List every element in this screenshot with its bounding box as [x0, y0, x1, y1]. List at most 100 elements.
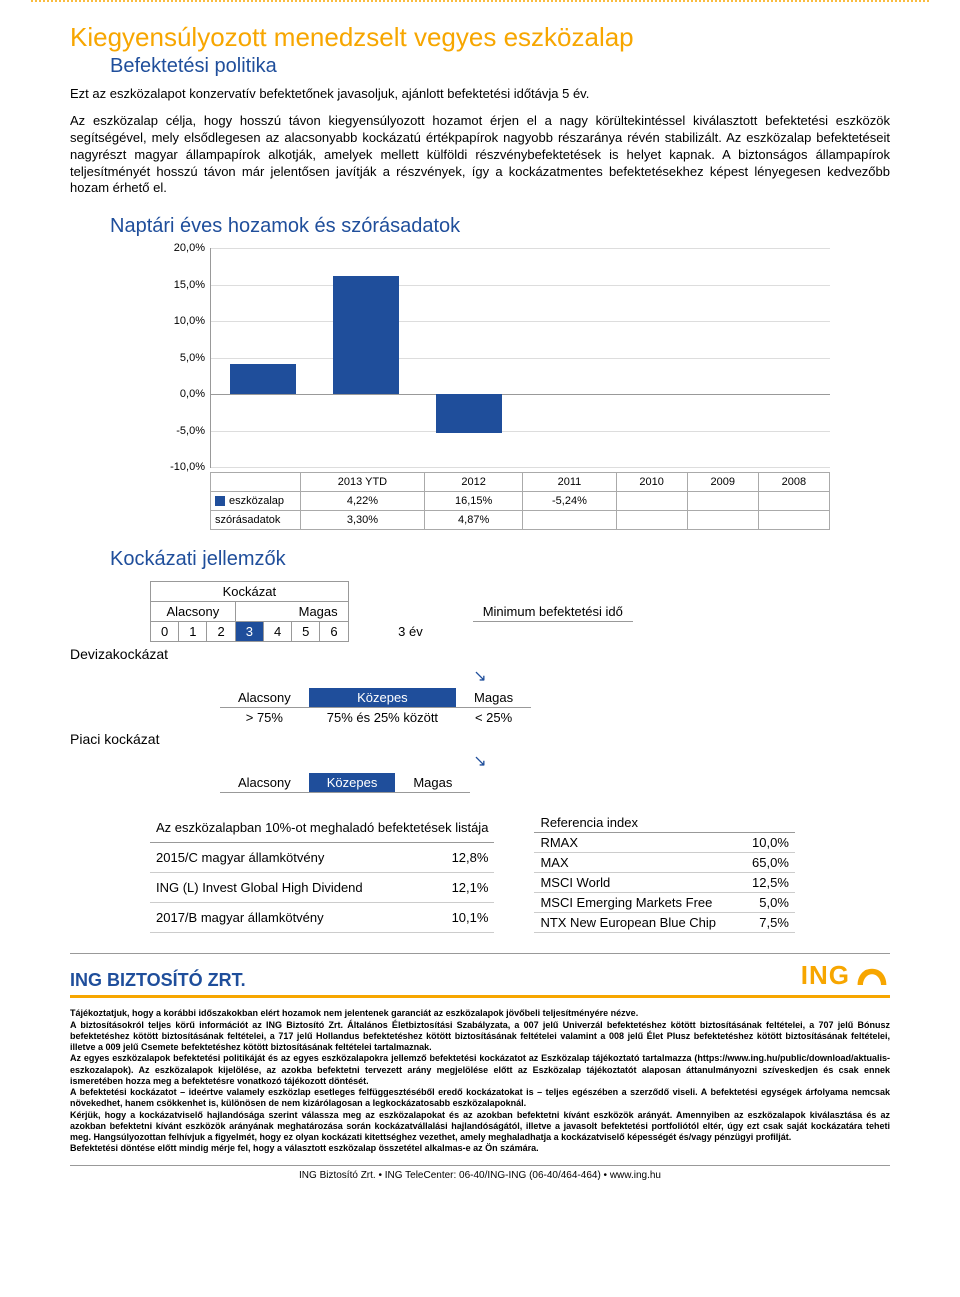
stdev-value	[523, 511, 616, 530]
chart-data-table: 2013 YTD20122011201020092008eszközalap4,…	[210, 472, 830, 530]
y-tick-label: 5,0%	[180, 352, 205, 364]
min-time-value: 3 év	[388, 622, 433, 642]
y-tick-label: -5,0%	[176, 425, 205, 437]
x-tick-label: 2013 YTD	[301, 473, 425, 492]
y-tick-label: 20,0%	[174, 242, 205, 254]
level-mid-val: 75% és 25% között	[309, 708, 456, 728]
series-value	[687, 492, 758, 511]
disclaimer-p4: A befektetési kockázatot – ideértve vala…	[70, 1087, 890, 1108]
risk-scale-cell: 3	[235, 622, 263, 642]
level-mid: Közepes	[309, 773, 396, 793]
list-item-value: 10,1%	[402, 903, 494, 933]
list-title: Referencia index	[534, 813, 794, 833]
list-item-value: 5,0%	[722, 893, 795, 913]
series-value: 16,15%	[424, 492, 522, 511]
x-tick-label: 2009	[687, 473, 758, 492]
series-value: 4,22%	[301, 492, 425, 511]
list-item-value: 12,1%	[402, 873, 494, 903]
list-item-name: MAX	[534, 853, 722, 873]
risk-scale-cell: 0	[151, 622, 179, 642]
risk-scale-cell: 5	[292, 622, 320, 642]
section-risk-title: Kockázati jellemzők	[110, 548, 930, 571]
disclaimer-p1: Tájékoztatjuk, hogy a korábbi időszakokb…	[70, 1008, 638, 1018]
list-item-value: 7,5%	[722, 913, 795, 933]
stdev-value	[758, 511, 829, 530]
market-risk-levels: Alacsony Közepes Magas	[220, 773, 470, 793]
list-title: Az eszközalapban 10%-ot meghaladó befekt…	[150, 813, 494, 842]
x-tick-label: 2010	[616, 473, 687, 492]
risk-scale-table: Kockázat Alacsony Magas Minimum befektet…	[150, 581, 633, 642]
series-value	[758, 492, 829, 511]
lion-icon	[854, 963, 890, 989]
disclaimer-p2: A biztosításokról teljes körű információ…	[70, 1020, 890, 1053]
stdev-value: 4,87%	[424, 511, 522, 530]
risk-scale-cell: 4	[263, 622, 291, 642]
risk-scale-cell: 2	[207, 622, 235, 642]
level-low: Alacsony	[220, 773, 309, 793]
disclaimer-p6: Befektetési döntése előtt mindig mérje f…	[70, 1143, 539, 1153]
level-high: Magas	[395, 773, 470, 793]
disclaimer-p5: Kérjük, hogy a kockázatviselő hajlandósá…	[70, 1110, 890, 1143]
list-item-name: NTX New European Blue Chip	[534, 913, 722, 933]
list-item-name: ING (L) Invest Global High Dividend	[150, 873, 402, 903]
y-tick-label: 10,0%	[174, 315, 205, 327]
list-item-name: RMAX	[534, 833, 722, 853]
series-value: -5,24%	[523, 492, 616, 511]
risk-scale-cell: 6	[320, 622, 348, 642]
x-tick-label: 2011	[523, 473, 616, 492]
level-low: Alacsony	[220, 688, 309, 708]
intro-1: Ezt az eszközalapot konzervatív befektet…	[70, 86, 890, 103]
brand-row: ING BIZTOSÍTÓ ZRT. ING	[70, 953, 890, 998]
level-high: Magas	[456, 688, 531, 708]
reference-table: Referencia indexRMAX10,0%MAX65,0%MSCI Wo…	[534, 813, 794, 933]
risk-high: Magas	[235, 602, 348, 622]
top-border	[30, 0, 930, 2]
arrow-icon: ↘	[70, 749, 890, 773]
section-chart-title: Naptári éves hozamok és szórásadatok	[110, 215, 930, 238]
chart-bar	[333, 276, 399, 394]
list-item-value: 10,0%	[722, 833, 795, 853]
fx-risk-levels: Alacsony Közepes Magas > 75% 75% és 25% …	[220, 688, 531, 727]
subtitle: Befektetési politika	[110, 55, 930, 78]
risk-low: Alacsony	[151, 602, 236, 622]
series-label: eszközalap	[211, 492, 301, 511]
stdev-value: 3,30%	[301, 511, 425, 530]
fx-risk-label: Devizakockázat	[70, 642, 890, 664]
page-title: Kiegyensúlyozott menedzselt vegyes eszkö…	[70, 22, 930, 53]
risk-scale-cell: 1	[179, 622, 207, 642]
company-name: ING BIZTOSÍTÓ ZRT.	[70, 970, 246, 991]
series-value	[616, 492, 687, 511]
min-time-label: Minimum befektetési idő	[473, 602, 633, 622]
chart-container: -10,0%-5,0%0,0%5,0%10,0%15,0%20,0% 2013 …	[210, 248, 830, 530]
disclaimer: Tájékoztatjuk, hogy a korábbi időszakokb…	[70, 1008, 890, 1154]
list-item-name: 2017/B magyar államkötvény	[150, 903, 402, 933]
chart-bar	[230, 364, 296, 395]
x-tick-label: 2012	[424, 473, 522, 492]
list-item-value: 12,8%	[402, 843, 494, 873]
y-tick-label: -10,0%	[170, 461, 205, 473]
x-tick-label: 2008	[758, 473, 829, 492]
y-tick-label: 0,0%	[180, 388, 205, 400]
level-mid: Közepes	[309, 688, 456, 708]
list-item-name: MSCI World	[534, 873, 722, 893]
list-item-value: 65,0%	[722, 853, 795, 873]
y-tick-label: 15,0%	[174, 279, 205, 291]
list-item-name: MSCI Emerging Markets Free	[534, 893, 722, 913]
holdings-table: Az eszközalapban 10%-ot meghaladó befekt…	[150, 813, 494, 933]
list-item-value: 12,5%	[722, 873, 795, 893]
disclaimer-p3: Az egyes eszközalapok befektetési politi…	[70, 1053, 890, 1086]
stdev-value	[687, 511, 758, 530]
list-item-name: 2015/C magyar államkötvény	[150, 843, 402, 873]
level-low-val: > 75%	[220, 708, 309, 728]
market-risk-label: Piaci kockázat	[70, 727, 890, 749]
intro-2: Az eszközalap célja, hogy hosszú távon k…	[70, 113, 890, 197]
risk-header: Kockázat	[151, 582, 349, 602]
bar-chart: -10,0%-5,0%0,0%5,0%10,0%15,0%20,0%	[210, 248, 830, 468]
arrow-icon: ↘	[70, 664, 890, 688]
stdev-value	[616, 511, 687, 530]
logo-text: ING	[801, 960, 850, 991]
stdev-label: szórásadatok	[211, 511, 301, 530]
chart-bar	[436, 394, 502, 432]
footer-line: ING Biztosító Zrt. • ING TeleCenter: 06-…	[70, 1165, 890, 1181]
level-high-val: < 25%	[456, 708, 531, 728]
